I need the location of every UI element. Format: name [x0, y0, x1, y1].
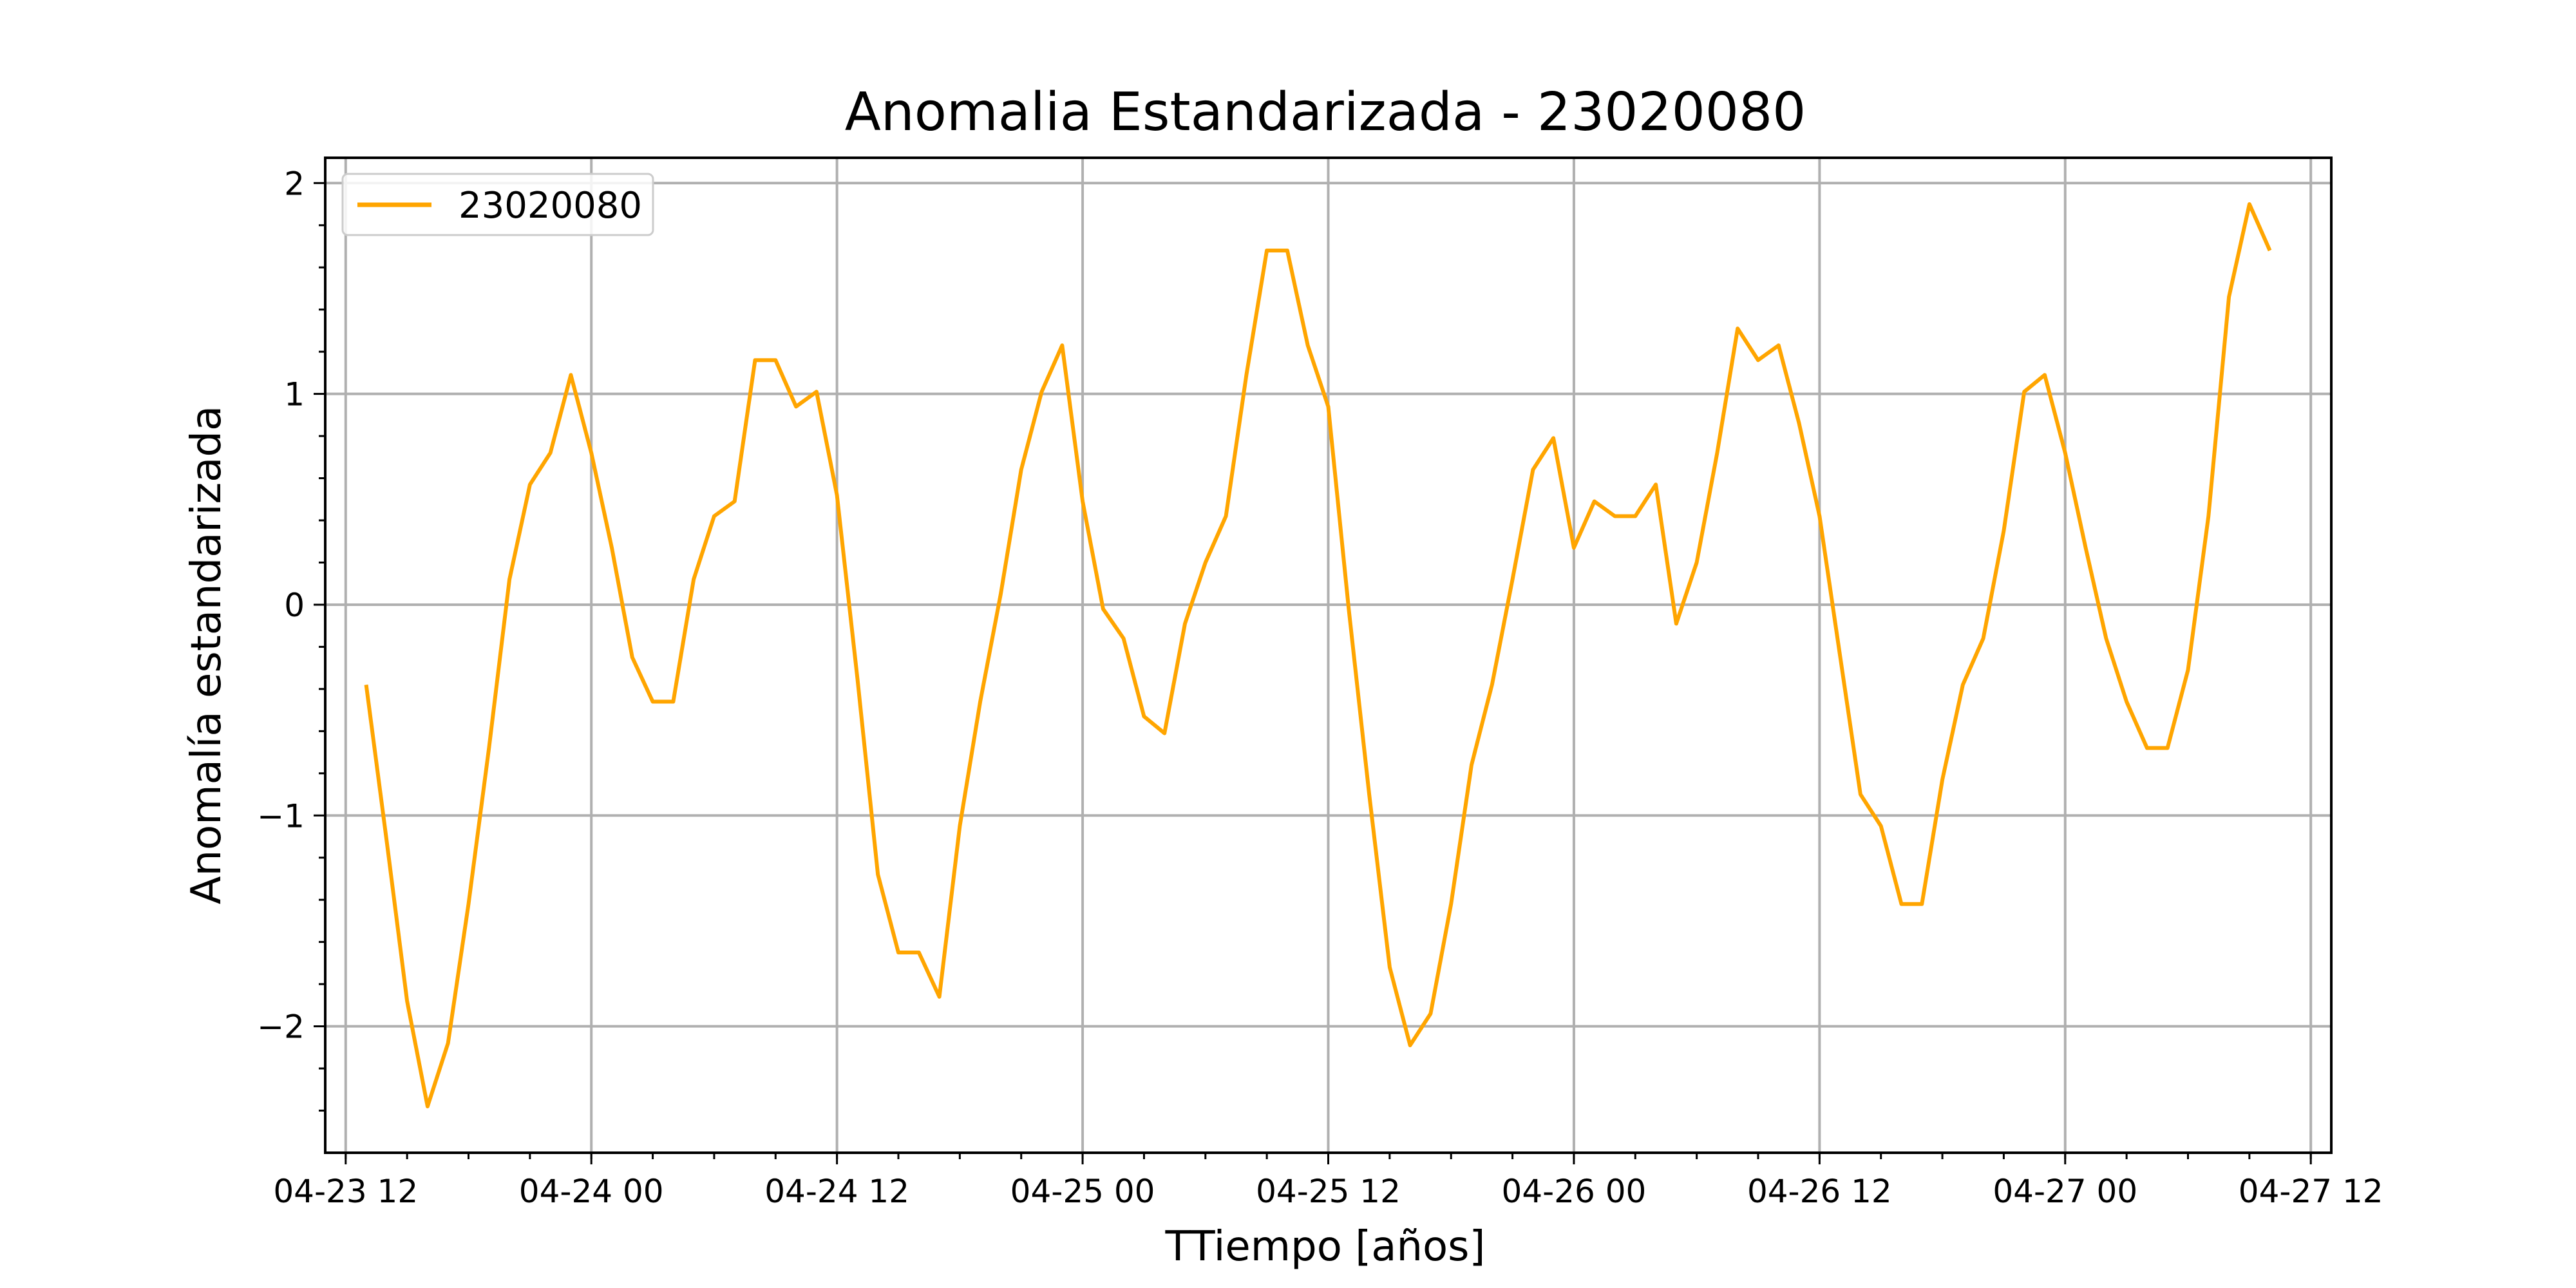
- legend-label: 23020080: [459, 185, 642, 227]
- y-axis-label: Anomalía estandarizada: [183, 406, 231, 904]
- series-layer: [364, 202, 2272, 1108]
- x-tick-label: 04-27 12: [2239, 1173, 2383, 1210]
- y-tick-label: −2: [257, 1009, 305, 1046]
- x-tick-label: 04-25 00: [1010, 1173, 1155, 1210]
- y-tick-label: 0: [284, 587, 305, 624]
- x-tick-label: 04-24 12: [764, 1173, 909, 1210]
- y-tick-label: 2: [284, 165, 305, 202]
- x-tick-label: 04-27 00: [1993, 1173, 2137, 1210]
- x-tick-label: 04-25 12: [1256, 1173, 1401, 1210]
- grid-lines: [325, 158, 2331, 1153]
- y-tick-label: −1: [257, 797, 305, 835]
- x-tick-label: 04-26 12: [1747, 1173, 1892, 1210]
- x-tick-label: 04-26 00: [1502, 1173, 1647, 1210]
- legend: 23020080: [341, 173, 654, 236]
- x-tick-label: 04-24 00: [519, 1173, 664, 1210]
- y-tick-label: 1: [284, 376, 305, 413]
- x-tick-label: 04-23 12: [273, 1173, 418, 1210]
- x-axis-label: TTiempo [años]: [1165, 1223, 1486, 1271]
- axis-ticks: 04-23 12 04-24 00 04-24 12 04-25 00 04-25 12…: [257, 165, 2383, 1210]
- chart-title: Anomalia Estandarizada - 23020080: [845, 82, 1806, 143]
- series-line: [364, 202, 2272, 1108]
- legend-box: [341, 173, 654, 236]
